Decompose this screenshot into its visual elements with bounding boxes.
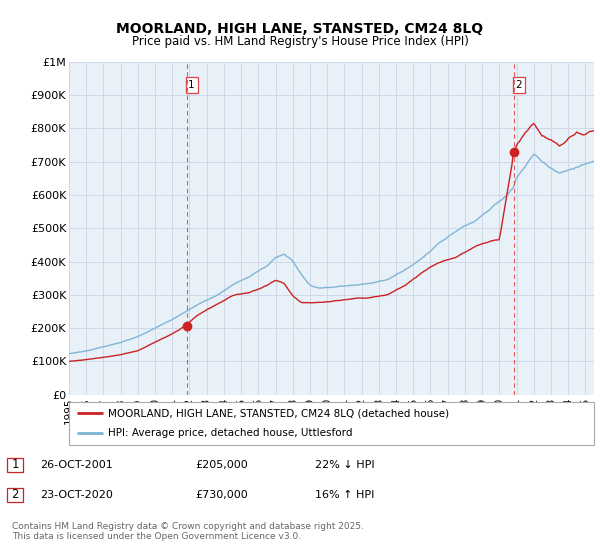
Text: MOORLAND, HIGH LANE, STANSTED, CM24 8LQ: MOORLAND, HIGH LANE, STANSTED, CM24 8LQ bbox=[116, 22, 484, 36]
Text: 23-OCT-2020: 23-OCT-2020 bbox=[40, 489, 113, 500]
Text: £730,000: £730,000 bbox=[195, 489, 248, 500]
Text: £205,000: £205,000 bbox=[195, 460, 248, 470]
Text: 1: 1 bbox=[11, 458, 19, 472]
Text: 16% ↑ HPI: 16% ↑ HPI bbox=[315, 489, 374, 500]
Text: Price paid vs. HM Land Registry's House Price Index (HPI): Price paid vs. HM Land Registry's House … bbox=[131, 35, 469, 48]
Text: HPI: Average price, detached house, Uttlesford: HPI: Average price, detached house, Uttl… bbox=[109, 428, 353, 438]
Bar bbox=[7, 488, 23, 502]
Text: MOORLAND, HIGH LANE, STANSTED, CM24 8LQ (detached house): MOORLAND, HIGH LANE, STANSTED, CM24 8LQ … bbox=[109, 408, 449, 418]
Text: 22% ↓ HPI: 22% ↓ HPI bbox=[315, 460, 374, 470]
Text: 1: 1 bbox=[188, 80, 195, 90]
Text: 2: 2 bbox=[11, 488, 19, 501]
Bar bbox=[7, 458, 23, 472]
Text: 2: 2 bbox=[515, 80, 522, 90]
Text: Contains HM Land Registry data © Crown copyright and database right 2025.
This d: Contains HM Land Registry data © Crown c… bbox=[12, 522, 364, 542]
Text: 26-OCT-2001: 26-OCT-2001 bbox=[40, 460, 113, 470]
